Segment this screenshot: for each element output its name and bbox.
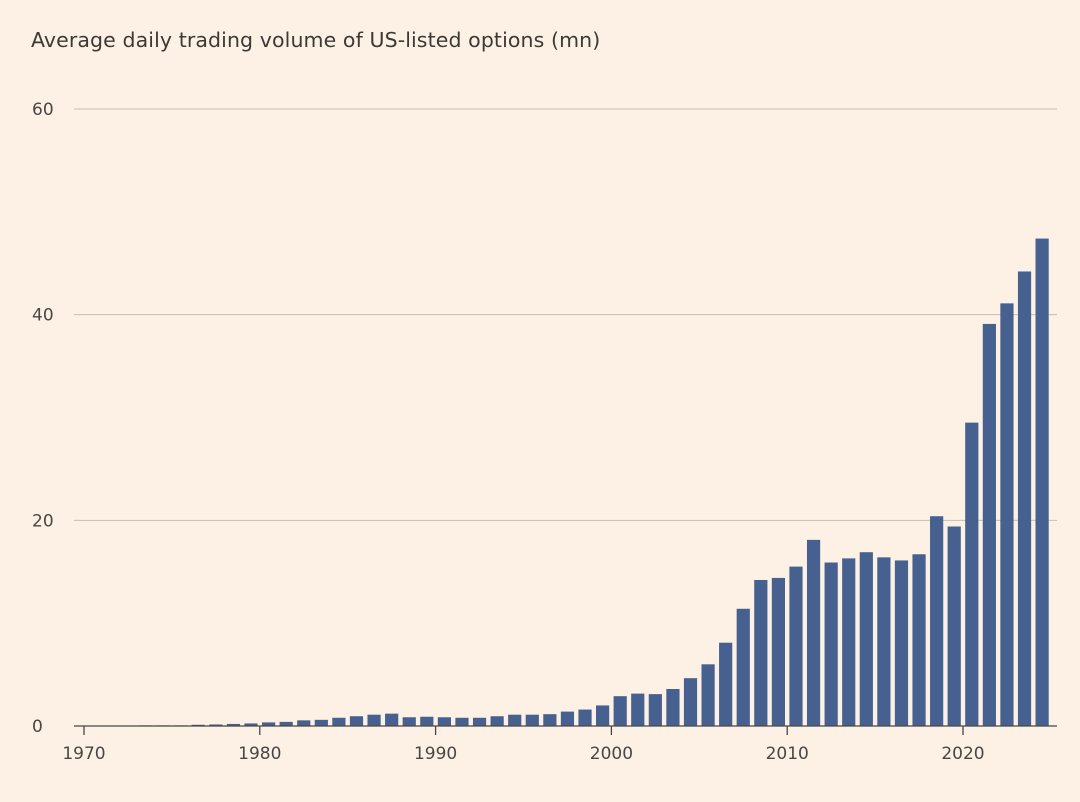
bar-1986	[367, 714, 381, 726]
bar-1980	[261, 722, 276, 726]
bar-1997	[560, 711, 575, 726]
bar-1992	[472, 717, 487, 726]
bar-2009	[771, 577, 786, 726]
bar-1993	[490, 716, 504, 726]
bar-1981	[279, 721, 293, 726]
bar-2003	[666, 688, 680, 726]
bar-1989	[420, 716, 434, 726]
bar-2006	[719, 642, 733, 726]
bar-1987	[385, 713, 399, 726]
bar-1977	[209, 724, 223, 726]
bar-2022	[1000, 303, 1014, 726]
bar-2012	[824, 562, 838, 726]
bar-2015	[877, 557, 891, 726]
bar-2013	[842, 558, 856, 726]
x-tick-label: 2000	[590, 744, 633, 764]
bar-2016	[894, 560, 909, 726]
gridlines	[74, 108, 1057, 521]
bar-1996	[543, 714, 557, 726]
x-tick-label: 1980	[238, 744, 281, 764]
bar-1994	[508, 714, 522, 726]
bar-1982	[297, 720, 311, 726]
y-tick-label: 0	[32, 717, 43, 737]
bar-2005	[701, 664, 715, 726]
bar-2021	[982, 323, 996, 726]
bar-2001	[631, 693, 645, 726]
bar-2017	[912, 554, 926, 726]
bar-2020	[965, 422, 979, 726]
y-tick-label: 60	[32, 100, 54, 120]
bar-1985	[349, 716, 364, 726]
bar-2019	[947, 526, 961, 726]
bar-2018	[930, 516, 944, 726]
bar-2004	[683, 678, 698, 726]
bar-2008	[754, 579, 768, 726]
bar-1990	[437, 717, 451, 726]
bar-1998	[578, 709, 592, 726]
bar-1991	[455, 717, 469, 726]
bar-2000	[613, 696, 627, 726]
bar-1995	[525, 714, 539, 726]
bar-2010	[789, 566, 803, 726]
x-tick-label: 1970	[62, 744, 105, 764]
bar-2023	[1017, 271, 1032, 726]
bar-1984	[332, 717, 346, 726]
bar-2014	[859, 552, 873, 726]
bar-1999	[596, 705, 610, 726]
bar-1979	[244, 723, 258, 726]
bar-1983	[314, 719, 328, 726]
x-tick-label: 2020	[941, 744, 984, 764]
chart-title: Average daily trading volume of US-liste…	[31, 28, 601, 52]
bar-2011	[806, 539, 821, 726]
x-tick-label: 1990	[414, 744, 457, 764]
bar-2024	[1035, 238, 1049, 726]
x-tick-label: 2010	[766, 744, 809, 764]
bar-1988	[402, 717, 416, 726]
y-tick-label: 40	[32, 306, 54, 326]
y-axis-tick-labels: 0 20 40 60	[32, 100, 54, 737]
x-axis: 1970 1980 1990 2000 2010 2020	[62, 725, 1057, 764]
bar-2002	[648, 694, 662, 726]
bars	[138, 238, 1049, 726]
bar-2007	[736, 608, 750, 726]
bar-1978	[226, 723, 241, 726]
y-tick-label: 20	[32, 511, 54, 531]
